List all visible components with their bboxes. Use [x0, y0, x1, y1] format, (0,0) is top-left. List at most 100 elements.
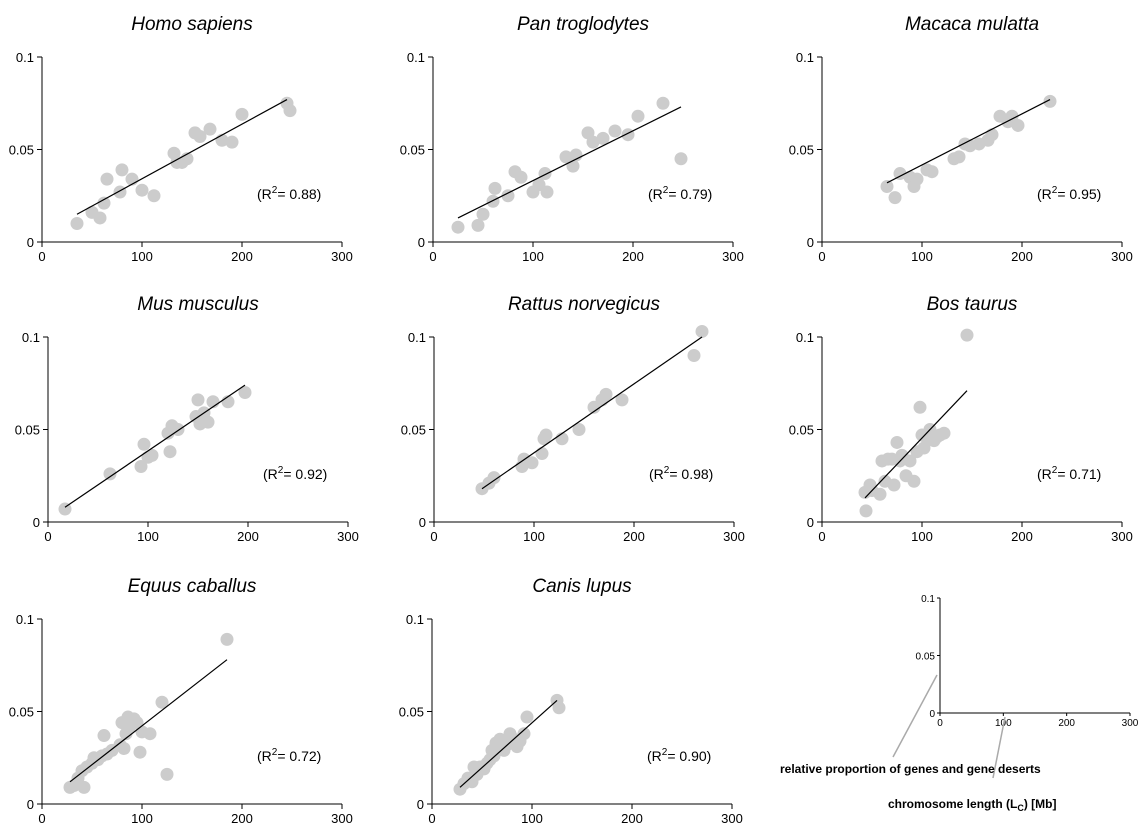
data-point [552, 701, 566, 715]
y-tick-label: 0.05 [401, 423, 426, 438]
chart-panel-2: Pan troglodytes 0 100 200 300 0 0.05 0.1 (R2= 0.… [400, 14, 744, 264]
chart-panel-7: Equus caballus 0 100 200 300 0 0.05 0.1 (R2= 0.7… [9, 576, 353, 826]
regression-line [76, 99, 288, 215]
r2-exponent: 2 [272, 185, 278, 196]
data-point [238, 386, 252, 399]
x-tick-label: 100 [523, 529, 545, 544]
chart-title: Macaca mulatta [905, 14, 1039, 35]
x-tick-label: 0 [38, 811, 45, 826]
x-tick-label: 100 [521, 811, 543, 826]
data-point [907, 474, 921, 488]
x-tick-label: 300 [723, 529, 745, 544]
data-point [695, 324, 709, 338]
r2-value: = 0.90) [667, 748, 711, 764]
x-tick-label: 300 [337, 529, 359, 544]
data-point [143, 727, 157, 741]
y-tick-label: 0 [807, 235, 814, 250]
r2-annotation: (R2= 0.98) [649, 465, 713, 482]
y-tick-label: 0.1 [408, 330, 426, 345]
data-point [890, 435, 904, 449]
x-tick-label: 300 [721, 811, 743, 826]
data-point [517, 727, 531, 741]
legend-x-tick-label: 0 [937, 718, 943, 729]
x-tick-label: 100 [131, 811, 153, 826]
x-tick-label: 100 [131, 249, 153, 264]
regression-line [481, 336, 703, 490]
data-point [538, 167, 552, 181]
x-tick-label: 300 [331, 811, 353, 826]
data-point [100, 172, 114, 186]
legend-y-axis-label: relative proportion of genes and gene de… [780, 762, 1041, 776]
data-point [93, 211, 107, 225]
chart-title: Mus musculus [137, 294, 259, 315]
regression-line [886, 99, 1051, 184]
data-point [155, 695, 169, 709]
data-point [487, 471, 501, 485]
x-tick-label: 200 [231, 249, 253, 264]
data-point [887, 478, 901, 492]
y-tick-label: 0.1 [406, 612, 424, 627]
y-label-pointer [892, 674, 938, 758]
r2-value: = 0.79) [668, 186, 712, 202]
chart-title: Homo sapiens [131, 14, 253, 35]
data-point [596, 131, 610, 145]
r2-annotation: (R2= 0.88) [257, 185, 321, 202]
data-point [117, 742, 131, 755]
r2-exponent: 2 [664, 465, 670, 476]
y-tick-label: 0.05 [9, 143, 34, 158]
data-point [1043, 94, 1057, 108]
data-point [1005, 109, 1019, 123]
y-tick-label: 0.1 [16, 50, 34, 65]
regression-line [864, 390, 968, 499]
data-point [145, 448, 159, 462]
data-point [674, 152, 688, 166]
data-point [1011, 118, 1025, 132]
data-point [97, 729, 111, 743]
data-point [115, 163, 129, 177]
data-point [910, 172, 924, 186]
x-label-end: ) [Mb] [1024, 797, 1057, 811]
data-point [113, 185, 127, 199]
data-point [133, 745, 147, 759]
data-point [97, 196, 111, 210]
data-point [451, 220, 465, 234]
legend-x-axis-label: chromosome length (LC) [Mb] [888, 797, 1057, 813]
x-label-subscript: C [1017, 803, 1024, 813]
data-point [880, 180, 894, 193]
data-point [58, 502, 72, 516]
x-tick-label: 200 [237, 529, 259, 544]
r2-value: = 0.88) [277, 186, 321, 202]
y-tick-label: 0.1 [796, 330, 814, 345]
r2-value: = 0.71) [1057, 466, 1101, 482]
y-tick-label: 0 [417, 797, 424, 812]
y-tick-label: 0 [33, 515, 40, 530]
chart-title: Equus caballus [128, 576, 257, 597]
chart-panel-6: Bos taurus 0 100 200 300 0 0.05 0.1 (R2= 0.71) [789, 294, 1133, 544]
y-tick-label: 0.1 [407, 50, 425, 65]
data-point [103, 467, 117, 481]
legend-y-tick-label: 0.1 [921, 594, 935, 605]
legend-x-tick-label: 300 [1122, 718, 1139, 729]
regression-line [457, 106, 682, 219]
data-point [135, 183, 149, 197]
r2-exponent: 2 [662, 747, 668, 758]
legend-y-tick-label: 0 [929, 709, 935, 720]
y-tick-label: 0.05 [9, 705, 34, 720]
data-point [160, 767, 174, 781]
data-point [888, 191, 902, 205]
y-tick-label: 0.1 [16, 612, 34, 627]
x-tick-label: 300 [331, 249, 353, 264]
r2-exponent: 2 [272, 747, 278, 758]
data-point [903, 454, 917, 468]
r2-prefix: (R [647, 748, 662, 764]
r2-prefix: (R [257, 748, 272, 764]
r2-annotation: (R2= 0.95) [1037, 185, 1101, 202]
data-point [631, 109, 645, 123]
chart-panel-5: Rattus norvegicus 0 100 200 300 0 0.05 0.1 (R2= … [401, 294, 745, 544]
x-label-main: chromosome length (L [888, 797, 1017, 811]
r2-annotation: (R2= 0.92) [263, 465, 327, 482]
legend-y-tick-label: 0.05 [916, 652, 936, 663]
r2-annotation: (R2= 0.79) [648, 185, 712, 202]
data-point [540, 185, 554, 199]
